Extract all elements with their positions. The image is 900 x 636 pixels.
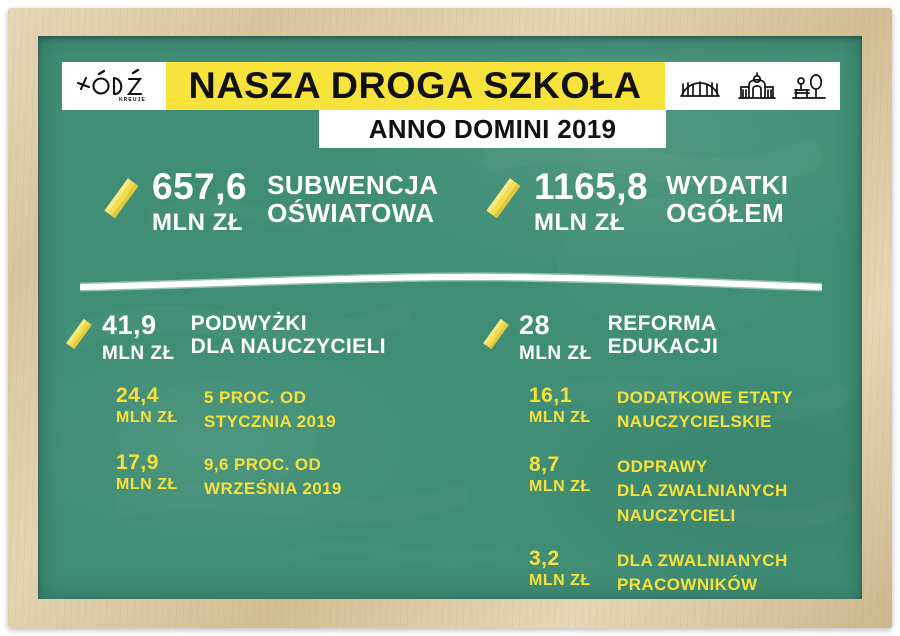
item-label-line: NAUCZYCIELSKIE — [617, 412, 772, 432]
svg-text:KREUJE: KREUJE — [119, 97, 146, 103]
stat-subwencja-oswiatowa: 657,6 MLN ZŁ SUBWENCJA OŚWIATOWA — [66, 168, 476, 256]
column-label-line: DLA NAUCZYCIELI — [190, 334, 387, 358]
park-bench-tree-icon — [791, 74, 826, 99]
chalk-stick-icon — [486, 178, 520, 219]
chalk-stick-icon — [66, 318, 92, 350]
list-item: 24,4 MLN ZŁ 5 PROC. OD STYCZNIA 2019 — [116, 385, 461, 434]
column-amount-block: 41,9 MLN ZŁ — [102, 310, 175, 364]
column-sub-list: 24,4 MLN ZŁ 5 PROC. OD STYCZNIA 2019 17,… — [66, 385, 461, 502]
item-amount-block: 24,4 MLN ZŁ — [116, 385, 198, 426]
column-amount: 41,9 — [102, 310, 157, 340]
column-label: PODWYŻKI DLA NAUCZYCIELI — [190, 312, 387, 358]
item-unit: MLN ZŁ — [116, 476, 178, 494]
stat-amount: 657,6 — [152, 166, 248, 207]
column-label-line: PODWYŻKI — [190, 312, 308, 335]
city-logo-box: KREUJE — [62, 62, 166, 110]
item-label: 9,6 PROC. OD WRZEŚNIA 2019 — [204, 453, 342, 501]
item-label-line: ODPRAWY — [617, 457, 708, 477]
top-stats-row: 657,6 MLN ZŁ SUBWENCJA OŚWIATOWA — [66, 168, 846, 256]
stat-wydatki-ogolem: 1165,8 MLN ZŁ WYDATKI OGÓŁEM — [476, 168, 846, 256]
stat-unit: MLN ZŁ — [152, 209, 243, 236]
stat-amount-block: 657,6 MLN ZŁ — [152, 168, 247, 235]
chalkboard-surface: KREUJE NASZA DROGA SZKOŁA — [38, 36, 862, 599]
stat-label: WYDATKI OGÓŁEM — [666, 171, 788, 227]
gate-building-icon — [737, 72, 776, 99]
item-label-line: 5 PROC. OD — [204, 388, 307, 407]
stat-label: SUBWENCJA OŚWIATOWA — [267, 171, 438, 227]
stat-label-line: OGÓŁEM — [666, 198, 785, 229]
item-label: DLA ZWALNIANYCH PRACOWNIKÓW NIEPEDAGOGIC… — [617, 549, 815, 599]
item-amount-block: 17,9 MLN ZŁ — [116, 452, 198, 493]
item-label: DODATKOWE ETATY NAUCZYCIELSKIE — [617, 386, 793, 434]
chalk-stick-icon — [104, 178, 138, 219]
item-amount: 24,4 — [116, 384, 159, 407]
item-unit: MLN ZŁ — [529, 478, 591, 496]
item-label-line: DODATKOWE ETATY — [617, 388, 793, 407]
column-label: REFORMA EDUKACJI — [607, 312, 719, 358]
chalk-divider-line — [80, 272, 822, 292]
header-band: KREUJE NASZA DROGA SZKOŁA — [62, 62, 840, 110]
column-podwyzki: 41,9 MLN ZŁ PODWYŻKI DLA NAUCZYCIELI 24,… — [66, 312, 461, 599]
list-item: 3,2 MLN ZŁ DLA ZWALNIANYCH PRACOWNIKÓW N… — [529, 548, 856, 599]
item-amount-block: 8,7 MLN ZŁ — [529, 454, 611, 495]
item-label: ODPRAWY DLA ZWALNIANYCH NAUCZYCIELI — [617, 455, 788, 527]
item-label-line: PRACOWNIKÓW — [617, 574, 758, 594]
item-amount-block: 3,2 MLN ZŁ — [529, 548, 611, 589]
list-item: 16,1 MLN ZŁ DODATKOWE ETATY NAUCZYCIELSK… — [529, 385, 856, 434]
item-label-line: STYCZNIA 2019 — [204, 412, 337, 432]
item-amount-block: 16,1 MLN ZŁ — [529, 385, 611, 426]
bridge-icon — [680, 81, 721, 97]
subtitle-banner: ANNO DOMINI 2019 — [319, 110, 666, 148]
item-label-line: DLA ZWALNIANYCH — [617, 481, 788, 501]
chalkboard-wooden-frame: KREUJE NASZA DROGA SZKOŁA — [8, 8, 892, 628]
column-label-line: EDUKACJI — [607, 334, 719, 358]
column-amount-block: 28 MLN ZŁ — [519, 310, 592, 364]
column-amount: 28 — [519, 310, 551, 340]
stat-label-line: SUBWENCJA — [267, 170, 439, 200]
main-title-banner: NASZA DROGA SZKOŁA — [166, 62, 665, 110]
item-amount: 17,9 — [116, 451, 159, 475]
item-label-line: WRZEŚNIA 2019 — [204, 479, 342, 499]
lodz-kreuje-logo: KREUJE — [76, 69, 146, 103]
page-title: NASZA DROGA SZKOŁA — [189, 65, 642, 106]
item-label-line: NAUCZYCIELI — [617, 505, 736, 525]
stat-label-line: OŚWIATOWA — [267, 198, 435, 229]
list-item: 8,7 MLN ZŁ ODPRAWY DLA ZWALNIANYCH NAUCZ… — [529, 454, 856, 527]
column-unit: MLN ZŁ — [519, 343, 592, 364]
list-item: 17,9 MLN ZŁ 9,6 PROC. OD WRZEŚNIA 2019 — [116, 452, 461, 501]
column-unit: MLN ZŁ — [102, 343, 175, 364]
item-amount: 3,2 — [529, 546, 560, 570]
stat-amount: 1165,8 — [534, 166, 649, 207]
item-label-line: NIEPEDAGOGICZNYCH — [617, 597, 815, 600]
item-label-line: 9,6 PROC. OD — [204, 455, 322, 475]
item-amount: 16,1 — [529, 384, 572, 407]
column-sub-list: 16,1 MLN ZŁ DODATKOWE ETATY NAUCZYCIELSK… — [483, 385, 856, 599]
detail-columns: 41,9 MLN ZŁ PODWYŻKI DLA NAUCZYCIELI 24,… — [66, 312, 856, 599]
column-reforma-edukacji: 28 MLN ZŁ REFORMA EDUKACJI 16,1 MLN — [461, 312, 856, 599]
item-unit: MLN ZŁ — [529, 409, 591, 426]
stat-label-line: WYDATKI — [666, 170, 789, 200]
stat-unit: MLN ZŁ — [534, 209, 625, 236]
column-head: 41,9 MLN ZŁ PODWYŻKI DLA NAUCZYCIELI — [66, 312, 461, 363]
column-head: 28 MLN ZŁ REFORMA EDUKACJI — [483, 312, 856, 363]
city-icons-box — [665, 62, 840, 110]
stat-amount-block: 1165,8 MLN ZŁ — [534, 168, 648, 235]
item-label: 5 PROC. OD STYCZNIA 2019 — [204, 386, 336, 434]
column-label-line: REFORMA — [607, 312, 717, 335]
item-amount: 8,7 — [529, 453, 560, 477]
item-label-line: DLA ZWALNIANYCH — [617, 550, 788, 570]
chalk-stick-icon — [483, 318, 509, 350]
item-unit: MLN ZŁ — [116, 409, 178, 426]
item-unit: MLN ZŁ — [529, 571, 591, 589]
page-subtitle: ANNO DOMINI 2019 — [368, 113, 617, 144]
